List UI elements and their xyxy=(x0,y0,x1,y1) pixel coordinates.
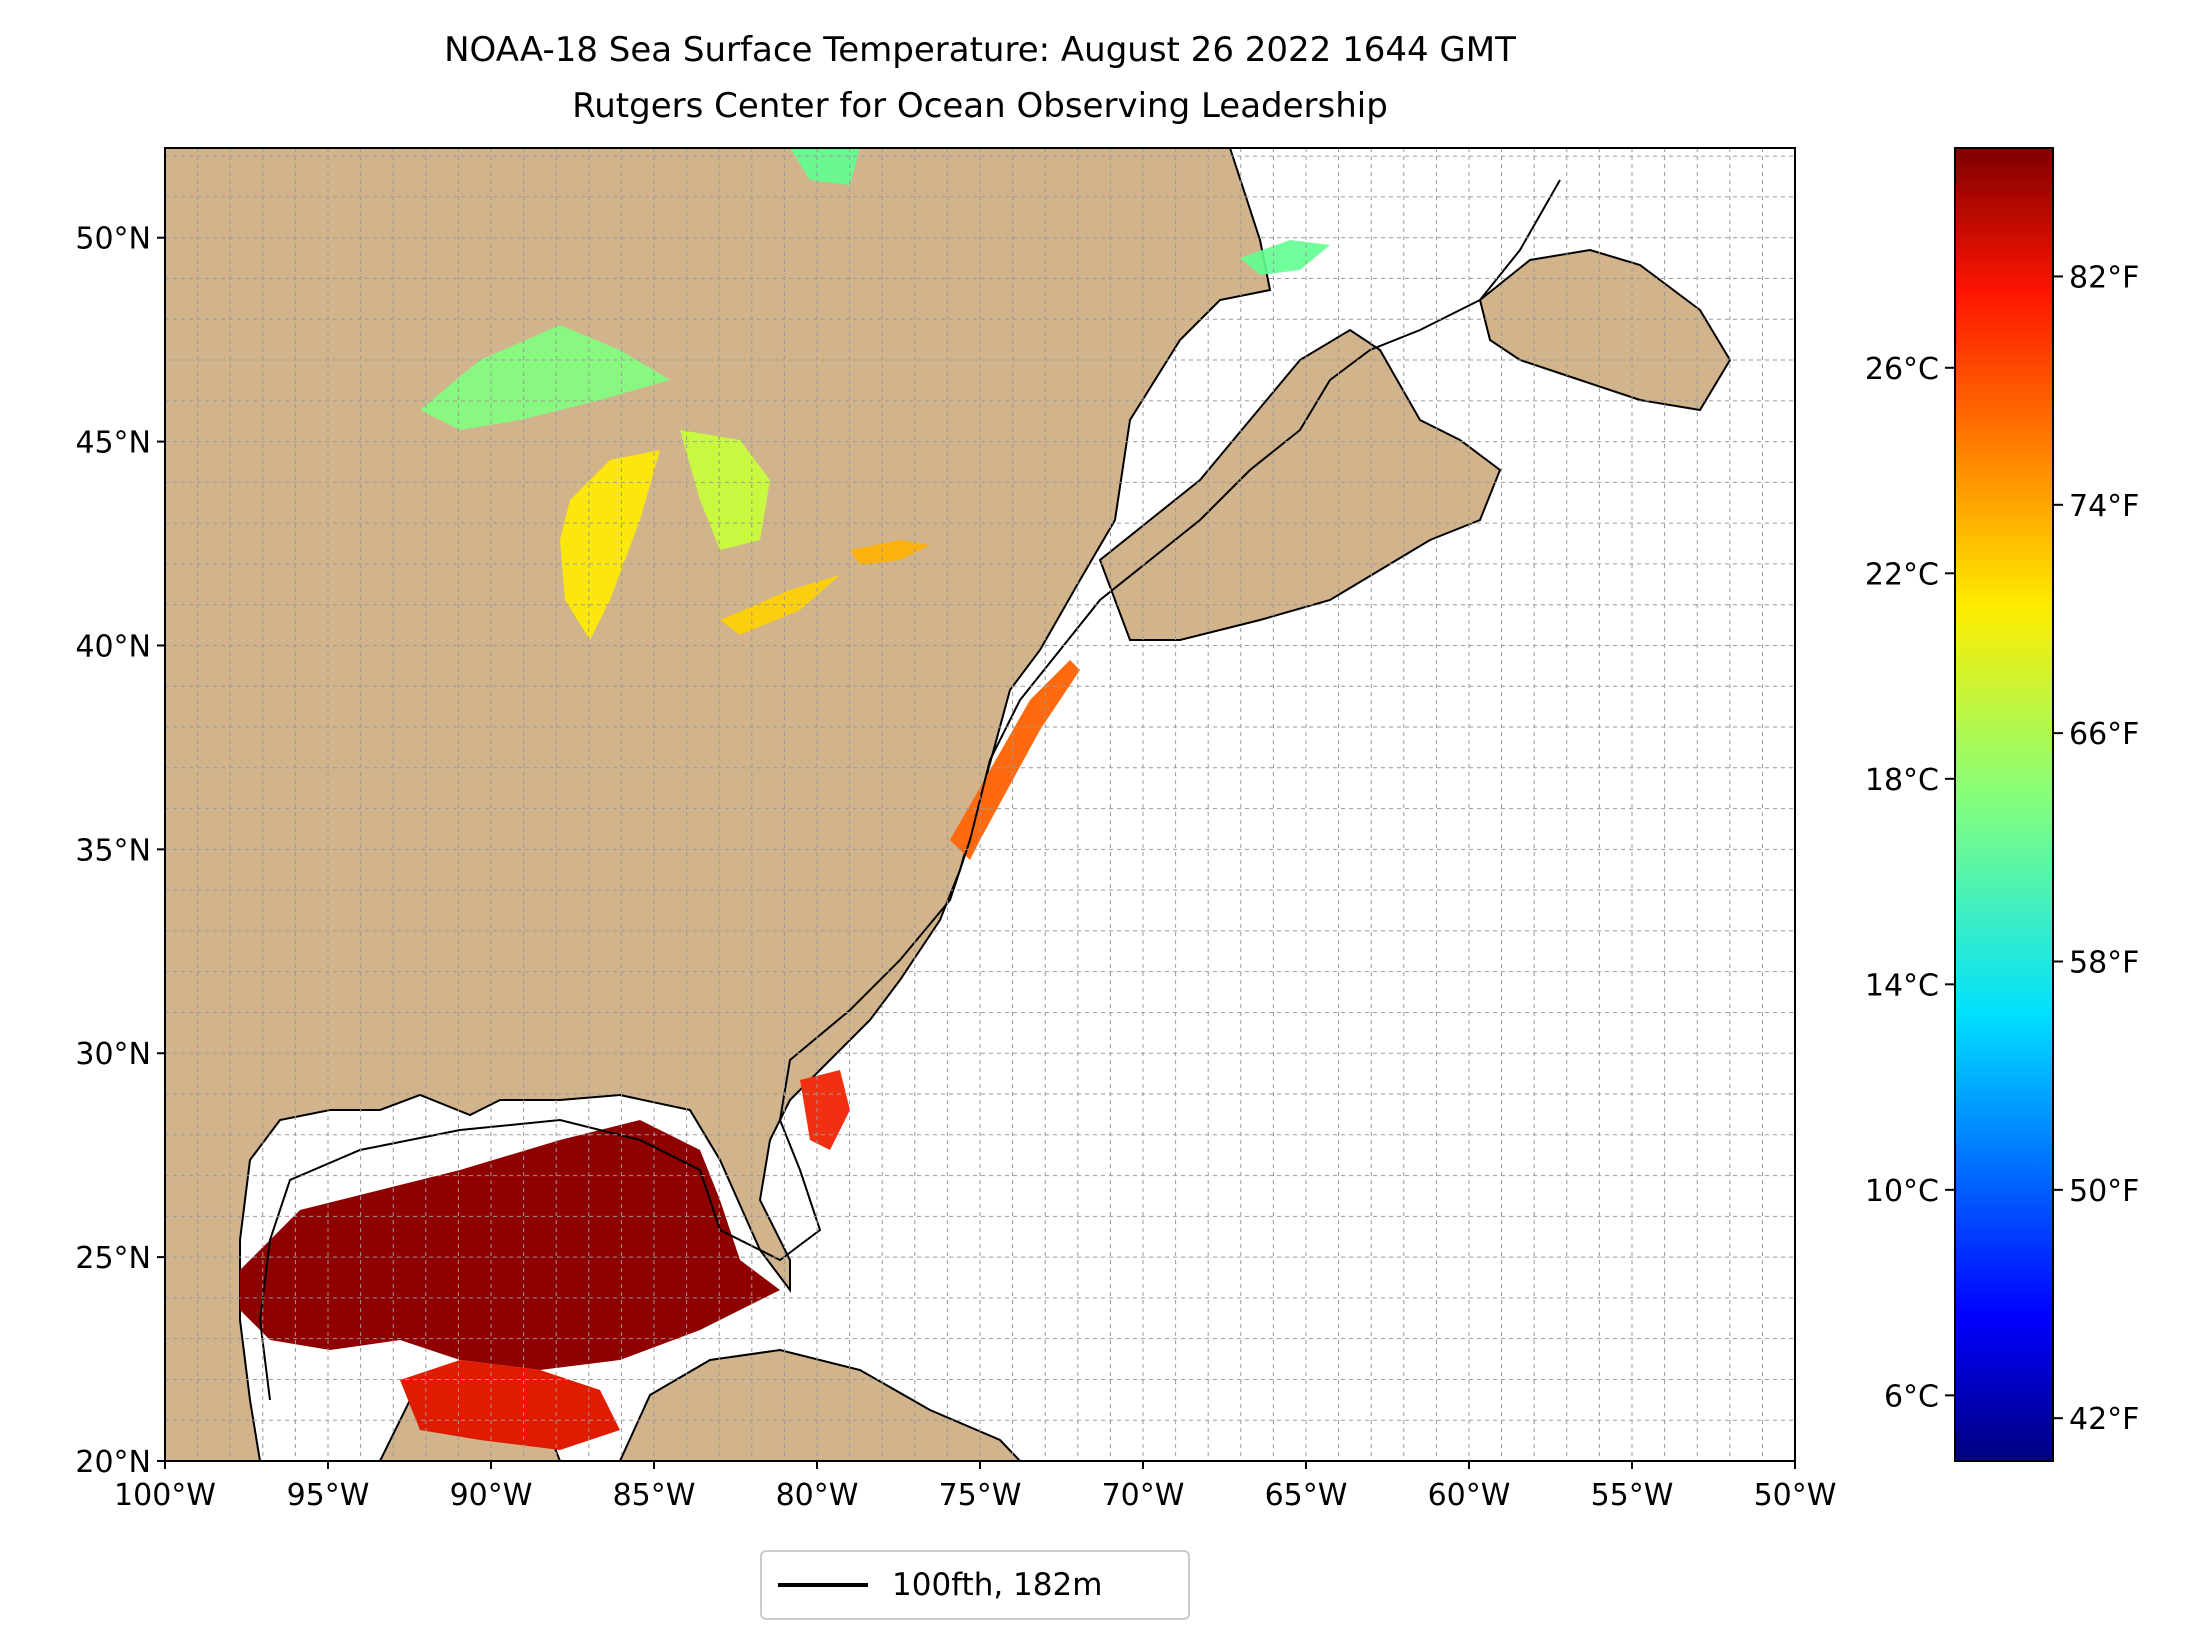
lon-tick-label: 70°W xyxy=(1102,1478,1185,1513)
celsius-tick-label: 14°C xyxy=(1865,968,1939,1003)
lake-erie xyxy=(720,575,840,635)
lon-tick-label: 55°W xyxy=(1591,1478,1674,1513)
latitude-ticks: 20°N 25°N 30°N 35°N 40°N 45°N 50°N xyxy=(75,222,165,1480)
fahrenheit-tick-label: 58°F xyxy=(2069,945,2139,980)
lake-michigan xyxy=(560,450,660,640)
lon-tick-label: 100°W xyxy=(114,1478,216,1513)
lon-tick-label: 80°W xyxy=(776,1478,859,1513)
lon-tick-label: 75°W xyxy=(939,1478,1022,1513)
fahrenheit-tick-label: 50°F xyxy=(2069,1174,2139,1209)
fahrenheit-tick-label: 82°F xyxy=(2069,260,2139,295)
north-america-land xyxy=(165,148,1272,1461)
lon-tick-label: 65°W xyxy=(1265,1478,1348,1513)
maritimes-land xyxy=(1098,328,1502,641)
gulf-sst-red xyxy=(400,1360,620,1450)
contour-100fth xyxy=(258,179,1561,1401)
map-title: NOAA-18 Sea Surface Temperature: August … xyxy=(444,30,1516,70)
hudson-bay-edge-sst xyxy=(790,148,860,185)
lake-ontario xyxy=(850,540,930,565)
fahrenheit-tick-label: 66°F xyxy=(2069,717,2139,752)
lat-tick-label: 30°N xyxy=(75,1037,151,1072)
legend-label: 100fth, 182m xyxy=(892,1567,1103,1603)
cuba-land xyxy=(618,1348,1022,1461)
colorbar xyxy=(1954,147,2054,1462)
lat-tick-label: 40°N xyxy=(75,629,151,664)
longitude-ticks: 100°W 95°W 90°W 85°W 80°W 75°W 70°W 65°W 60°W 55°… xyxy=(114,1461,1836,1513)
lat-tick-label: 50°N xyxy=(75,222,151,257)
map-panel xyxy=(165,148,1795,1461)
lon-tick-label: 90°W xyxy=(450,1478,533,1513)
celsius-tick-label: 18°C xyxy=(1865,763,1939,798)
lon-tick-label: 95°W xyxy=(287,1478,370,1513)
map-gridlines xyxy=(165,148,1795,1461)
celsius-tick-label: 6°C xyxy=(1884,1379,1939,1414)
fahrenheit-tick-label: 74°F xyxy=(2069,489,2139,524)
legend: 100fth, 182m xyxy=(760,1550,1190,1620)
celsius-tick-label: 26°C xyxy=(1865,352,1939,387)
satellite-swath-atlantic xyxy=(950,660,1080,860)
legend-line-swatch xyxy=(778,1583,868,1587)
gulf-st-lawrence-sst xyxy=(1240,240,1330,275)
lon-tick-label: 85°W xyxy=(613,1478,696,1513)
lake-huron xyxy=(680,430,770,550)
celsius-tick-label: 10°C xyxy=(1865,1174,1939,1209)
gulf-sst-dark xyxy=(240,1120,780,1370)
map-subtitle: Rutgers Center for Ocean Observing Leade… xyxy=(572,86,1388,126)
lat-tick-label: 45°N xyxy=(75,426,151,461)
celsius-tick-label: 22°C xyxy=(1865,557,1939,592)
lat-tick-label: 25°N xyxy=(75,1241,151,1276)
lat-tick-label: 20°N xyxy=(75,1445,151,1480)
florida-east-sst xyxy=(800,1070,850,1150)
lon-tick-label: 50°W xyxy=(1754,1478,1837,1513)
lake-superior xyxy=(420,325,670,430)
lat-tick-label: 35°N xyxy=(75,833,151,868)
colorbar-fahrenheit-ticks: 42°F 50°F 58°F 66°F 74°F 82°F xyxy=(2053,260,2139,1437)
newfoundland-land xyxy=(1478,248,1732,412)
fahrenheit-tick-label: 42°F xyxy=(2069,1402,2139,1437)
lon-tick-label: 60°W xyxy=(1428,1478,1511,1513)
colorbar-celsius-ticks: 6°C 10°C 14°C 18°C 22°C 26°C xyxy=(1865,352,1955,1414)
